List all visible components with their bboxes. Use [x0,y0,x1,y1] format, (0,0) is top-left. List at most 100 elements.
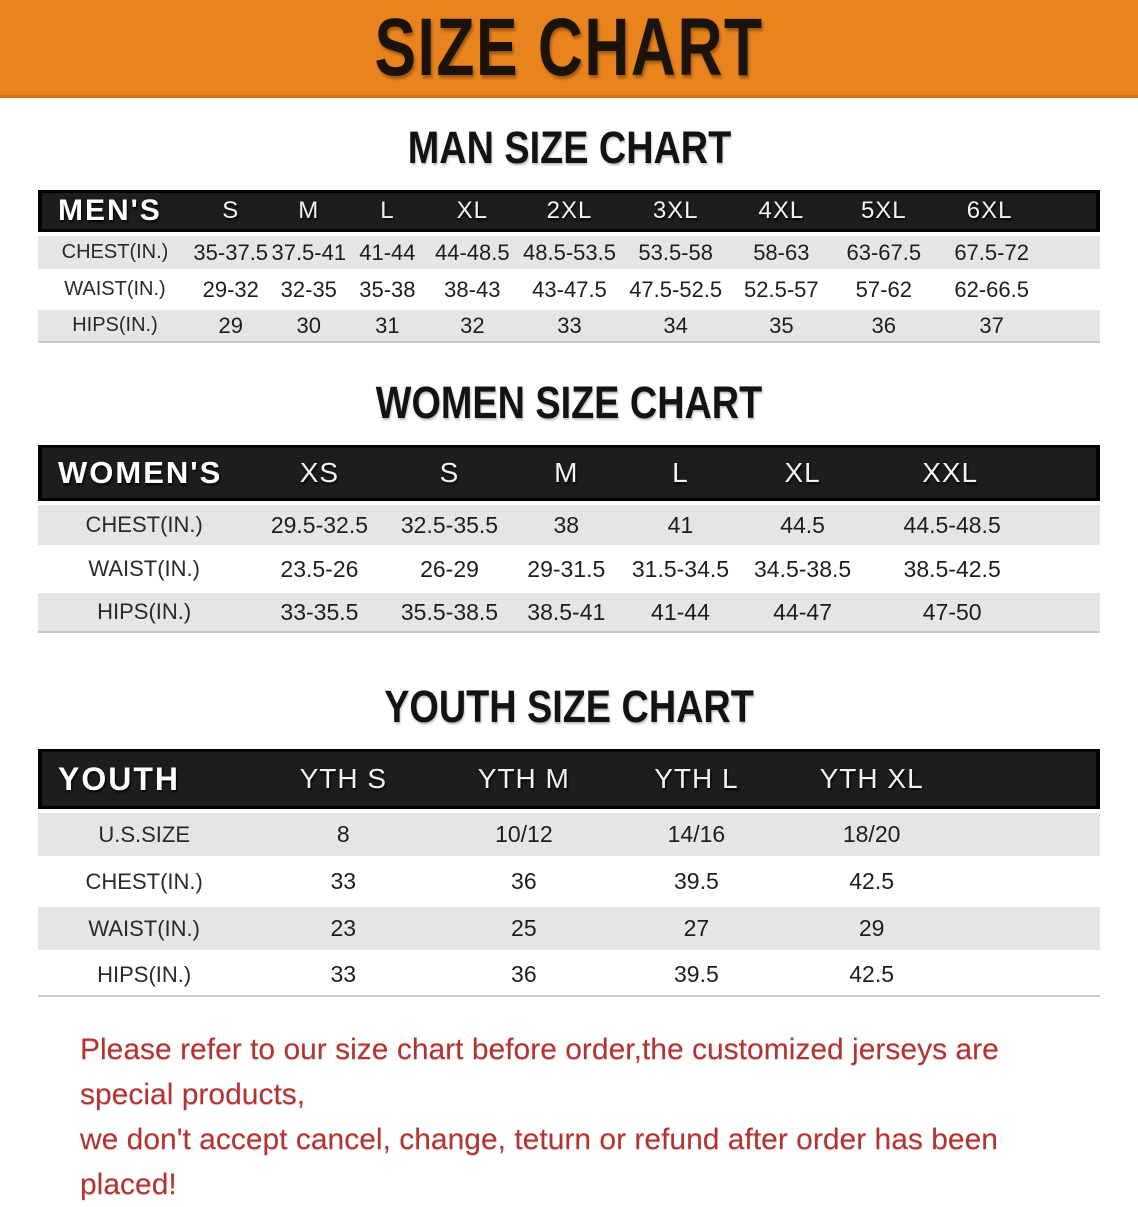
size-value-cell: 41-44 [622,593,739,633]
page-title: SIZE CHART [374,1,764,93]
size-value-cell: 37.5-41 [269,236,349,269]
size-column-header: XL [738,445,867,501]
size-value-cell: 37 [935,310,1100,343]
size-value-cell: 34 [620,310,731,343]
measurement-row-label: HIPS(IN.) [38,593,251,633]
size-value-cell: 32.5-35.5 [388,505,511,545]
size-column-header: 5XL [832,190,936,232]
women-size-table: WOMEN'S XS S M L XL XXL CHEST(IN.) 29.5-32.5 32.5… [38,441,1100,637]
youth-section-heading: YOUTH SIZE CHART [384,681,754,732]
size-value-cell: 39.5 [611,954,782,997]
size-value-cell: 18/20 [781,813,962,856]
size-chart-content: MAN SIZE CHART MEN'S S M L XL 2XL 3XL 4XL 5XL 6XL… [0,122,1138,1207]
size-column-header: YTH M [436,749,612,809]
size-column-header: YTH S [250,749,437,809]
measurement-row: HIPS(IN.) 33 36 39.5 42.5 [38,954,1100,997]
size-header-row: YOUTH YTH S YTH M YTH L YTH XL [38,749,1100,809]
youth-heading-wrap: YOUTH SIZE CHART [38,681,1100,733]
size-value-cell: 44.5 [738,505,867,545]
size-value-cell: 29 [781,907,962,950]
size-value-cell: 30 [269,310,349,343]
size-value-cell: 33 [517,310,621,343]
youth-size-table: YOUTH YTH S YTH M YTH L YTH XL U.S.SIZE 8 10/12… [38,745,1100,1001]
size-header-row: MEN'S S M L XL 2XL 3XL 4XL 5XL 6XL [38,190,1100,232]
size-value-cell: 67.5-72 [935,236,1100,269]
measurement-row: HIPS(IN.) 33-35.5 35.5-38.5 38.5-41 41-44 44-… [38,593,1100,633]
row-spacer-cell [961,860,1100,903]
size-value-cell: 36 [436,860,612,903]
size-column-header: S [191,190,270,232]
size-value-cell: 29 [191,310,270,343]
size-column-header: 3XL [620,190,731,232]
size-column-header: L [622,445,739,501]
size-value-cell: 39.5 [611,860,782,903]
measurement-row: CHEST(IN.) 33 36 39.5 42.5 [38,860,1100,903]
group-label: MEN'S [38,190,192,232]
size-column-header: 6XL [935,190,1100,232]
size-value-cell: 35.5-38.5 [388,593,511,633]
size-value-cell: 44-47 [738,593,867,633]
measurement-row-label: HIPS(IN.) [38,310,192,343]
size-value-cell: 29.5-32.5 [250,505,389,545]
size-value-cell: 36 [436,954,612,997]
size-column-header: XS [250,445,389,501]
measurement-row: CHEST(IN.) 29.5-32.5 32.5-35.5 38 41 44.5 44.5… [38,505,1100,545]
measurement-row: WAIST(IN.) 23 25 27 29 [38,907,1100,950]
size-value-cell: 38.5-41 [510,593,623,633]
group-label: WOMEN'S [38,445,251,501]
size-value-cell: 42.5 [781,954,962,997]
size-value-cell: 36 [832,310,936,343]
size-value-cell: 38 [510,505,623,545]
men-heading-wrap: MAN SIZE CHART [38,122,1100,174]
measurement-row-label: U.S.SIZE [38,813,251,856]
size-chart-banner: SIZE CHART [0,0,1138,98]
disclaimer-line-2: we don't accept cancel, change, teturn o… [80,1123,998,1201]
size-column-header: YTH XL [781,749,962,809]
size-value-cell: 31.5-34.5 [622,549,739,589]
size-value-cell: 29-31.5 [510,549,623,589]
size-value-cell: 58-63 [730,236,833,269]
size-value-cell: 43-47.5 [517,273,621,306]
size-column-header: YTH L [611,749,782,809]
measurement-row: HIPS(IN.) 29 30 31 32 33 34 35 36 37 [38,310,1100,343]
measurement-row-label: WAIST(IN.) [38,273,192,306]
size-value-cell: 52.5-57 [730,273,833,306]
measurement-row: WAIST(IN.) 23.5-26 26-29 29-31.5 31.5-34.5 34… [38,549,1100,589]
size-value-cell: 35-37.5 [191,236,270,269]
size-value-cell: 63-67.5 [832,236,936,269]
row-spacer-cell [961,954,1100,997]
size-value-cell: 47-50 [866,593,1100,633]
men-size-section: MAN SIZE CHART MEN'S S M L XL 2XL 3XL 4XL 5XL 6XL… [38,122,1100,347]
women-heading-wrap: WOMEN SIZE CHART [38,377,1100,429]
size-value-cell: 35-38 [348,273,427,306]
size-value-cell: 14/16 [611,813,782,856]
size-value-cell: 44.5-48.5 [866,505,1100,545]
size-value-cell: 33 [250,954,437,997]
measurement-row-label: CHEST(IN.) [38,860,251,903]
size-value-cell: 25 [436,907,612,950]
size-value-cell: 33-35.5 [250,593,389,633]
size-value-cell: 38.5-42.5 [866,549,1100,589]
measurement-row-label: HIPS(IN.) [38,954,251,997]
size-header-row: WOMEN'S XS S M L XL XXL [38,445,1100,501]
header-spacer-cell [961,749,1100,809]
size-value-cell: 62-66.5 [935,273,1100,306]
women-section-heading: WOMEN SIZE CHART [375,377,763,428]
size-value-cell: 33 [250,860,437,903]
men-section-heading: MAN SIZE CHART [407,122,731,173]
measurement-row-label: CHEST(IN.) [38,505,251,545]
size-value-cell: 42.5 [781,860,962,903]
size-value-cell: 41-44 [348,236,427,269]
measurement-row: WAIST(IN.) 29-32 32-35 35-38 38-43 43-47.5 47.… [38,273,1100,306]
size-value-cell: 41 [622,505,739,545]
size-value-cell: 44-48.5 [426,236,518,269]
size-value-cell: 23.5-26 [250,549,389,589]
measurement-row-label: WAIST(IN.) [38,549,251,589]
size-value-cell: 31 [348,310,427,343]
row-spacer-cell [961,907,1100,950]
size-value-cell: 26-29 [388,549,511,589]
size-column-header: S [388,445,511,501]
size-value-cell: 27 [611,907,782,950]
size-value-cell: 32-35 [269,273,349,306]
size-value-cell: 32 [426,310,518,343]
